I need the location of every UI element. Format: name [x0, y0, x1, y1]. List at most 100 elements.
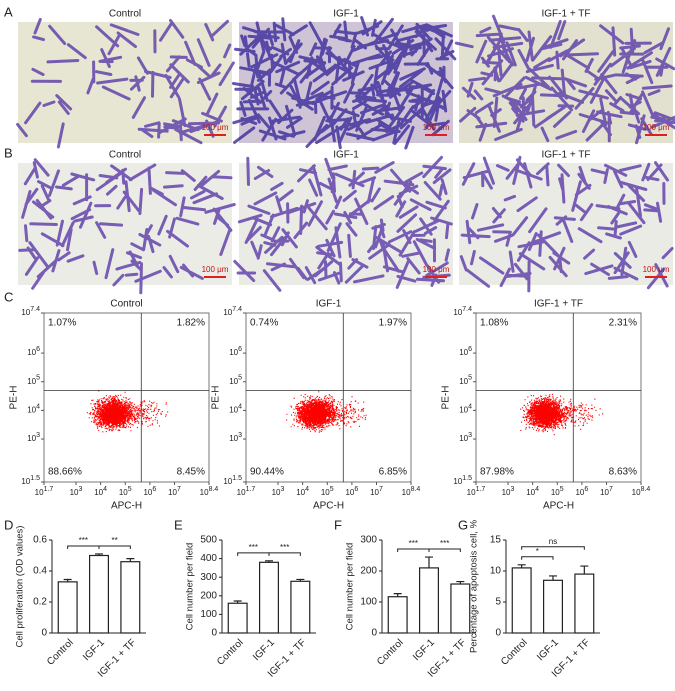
x-tick-label: 104 [526, 486, 539, 497]
image-title: IGF-1 + TF [542, 9, 591, 20]
bar [120, 561, 141, 634]
bar [387, 596, 408, 634]
x-tick-label: 104 [94, 486, 107, 497]
significance-bracket [268, 552, 301, 556]
y-axis-label: PE-H [9, 386, 20, 410]
bar [511, 567, 532, 634]
significance-label: *** [409, 539, 418, 548]
x-tick-label: IGF-1 [535, 637, 561, 663]
quadrant-percentage: 1.82% [177, 318, 205, 329]
x-tick-label: 103 [70, 486, 83, 497]
quadrant-percentage: 6.85% [379, 467, 407, 478]
y-tick-label: 0 [41, 628, 47, 639]
y-tick-label: 101.5 [223, 475, 242, 486]
y-tick-label: 101.5 [21, 475, 40, 486]
event-cloud [520, 393, 604, 436]
significance-bracket [67, 545, 100, 549]
error-bar [425, 556, 433, 568]
y-tick-label: 103 [229, 432, 242, 443]
error-bar [517, 564, 526, 568]
error-bar [233, 600, 242, 604]
scale-bar-label: 100 μm [202, 123, 229, 132]
image-title: Control [109, 150, 141, 161]
plot-frame [43, 312, 210, 483]
error-bar [549, 575, 557, 581]
scale-bar-label: 100 μm [423, 265, 450, 274]
y-tick-label: 104 [459, 404, 472, 415]
y-tick-label: 200 [360, 566, 377, 577]
chart-title: IGF-1 + TF [534, 299, 583, 310]
significance-label: ** [112, 536, 118, 545]
x-tick-label: 104 [296, 486, 309, 497]
significance-label: *** [249, 543, 258, 552]
bar [88, 554, 109, 634]
event-cloud [286, 391, 367, 433]
error-bar [393, 593, 402, 597]
stained-cells [454, 14, 675, 145]
y-axis-label: Percentage of apoptosis cell, % [469, 519, 480, 653]
x-tick-label: 103 [502, 486, 515, 497]
scale-bar-label: 100 μm [643, 265, 670, 274]
y-tick-label: 100 [360, 597, 377, 608]
y-tick-label: 106 [459, 346, 472, 357]
quadrant-percentage: 1.97% [379, 318, 407, 329]
y-axis-label: Cell number per field [185, 543, 196, 631]
y-tick-label: 300 [360, 535, 377, 546]
bar [259, 561, 280, 634]
panel-letter: G [458, 517, 468, 532]
bar [227, 602, 248, 634]
y-axis-label: Cell proliferation (OD values) [15, 526, 26, 648]
error-bar [126, 558, 135, 562]
plot-frame [245, 312, 412, 483]
x-tick-label: 107 [370, 486, 383, 497]
stained-cells [459, 155, 674, 293]
y-tick-label: 5 [495, 597, 501, 608]
x-tick-label: 105 [551, 486, 564, 497]
significance-bracket [237, 552, 270, 556]
error-bar [95, 553, 103, 556]
error-bar [296, 578, 305, 582]
y-tick-label: 300 [200, 572, 217, 583]
x-tick-label: 108.4 [632, 486, 651, 497]
y-tick-label: 0.6 [33, 535, 47, 546]
quadrant-percentage: 88.66% [48, 467, 82, 478]
x-tick-label: 101.7 [467, 486, 486, 497]
scale-bar-label: 100 μm [643, 123, 670, 132]
x-tick-label: 101.7 [35, 486, 54, 497]
y-tick-label: 100 [200, 609, 217, 620]
quadrant-percentage: 1.08% [480, 318, 508, 329]
quadrant-percentage: 1.07% [48, 318, 76, 329]
stained-cells [18, 158, 236, 295]
significance-bracket [98, 545, 131, 549]
panel-letter: A [4, 4, 13, 19]
y-axis-label: Cell number per field [345, 543, 356, 631]
error-bar [580, 565, 589, 575]
x-tick-label: IGF-1 [251, 637, 277, 663]
y-tick-label: 400 [200, 553, 217, 564]
panel-letter: B [4, 145, 13, 160]
quadrant-percentage: 8.63% [609, 467, 637, 478]
y-tick-label: 104 [229, 404, 242, 415]
panel-letter: D [4, 517, 13, 532]
y-tick-label: 200 [200, 590, 217, 601]
bar [574, 573, 595, 634]
x-tick-label: 106 [345, 486, 358, 497]
y-tick-label: 103 [27, 432, 40, 443]
x-tick-label: 105 [321, 486, 334, 497]
chart-title: IGF-1 [316, 299, 342, 310]
y-tick-label: 105 [27, 375, 40, 386]
bar [542, 579, 563, 634]
quadrant-percentage: 8.45% [177, 467, 205, 478]
stained-cells [231, 16, 457, 150]
significance-bracket [428, 548, 461, 553]
significance-label: *** [440, 539, 449, 548]
x-tick-label: Control [375, 637, 406, 668]
bar [419, 567, 440, 634]
error-bar [456, 580, 465, 585]
significance-bracket [521, 556, 554, 560]
y-axis-label: PE-H [211, 386, 222, 410]
y-tick-label: 0 [495, 628, 501, 639]
y-tick-label: 10 [490, 566, 502, 577]
x-tick-label: Control [499, 637, 530, 668]
